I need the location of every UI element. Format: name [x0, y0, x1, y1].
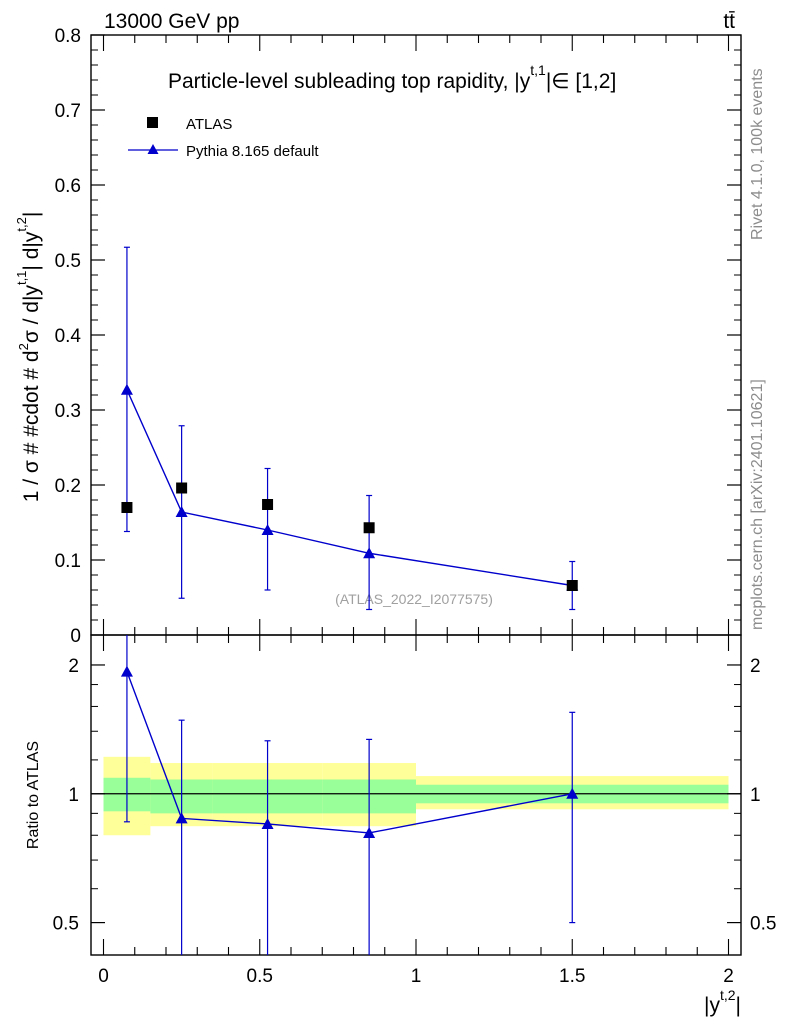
ratio-mc-marker: [175, 812, 188, 824]
main-mc-marker: [363, 547, 376, 559]
ratio-ytick-labels: 0.5 0.5 1 1 2 2: [53, 656, 777, 935]
main-ylabel: 1 / σ # #cdot # d2σ / d|yt,1| d|yt,2|: [14, 212, 43, 503]
main-ylabel-p2: σ / d|y: [20, 285, 43, 344]
main-ytick-label: 0.5: [55, 251, 81, 272]
legend-mc-label: Pythia 8.165 default: [186, 143, 319, 160]
ratio-ytick-label-right: 2: [750, 656, 761, 677]
main-ylabel-p1: 2: [16, 343, 31, 350]
main-title-text: Particle-level subleading top rapidity, …: [168, 70, 531, 93]
main-ticks: [91, 34, 741, 635]
main-y0-label: 0: [70, 626, 81, 647]
legend-data-marker: [147, 117, 158, 128]
energy-label: 13000 GeV pp: [104, 10, 239, 33]
main-mc-series: [120, 246, 579, 611]
ratio-ticks: [91, 635, 741, 955]
ratio-mc-marker: [566, 787, 579, 799]
ratio-xtick-label: 0: [98, 966, 109, 987]
main-data-marker: [121, 502, 133, 513]
main-ylabel-p3: t,1: [14, 271, 29, 285]
main-ylabel-p0: 1 / σ # #cdot # d: [20, 350, 43, 502]
mcplots-label: mcplots.cern.ch [arXiv:2401.10621]: [749, 379, 766, 630]
legend-data-label: ATLAS: [186, 116, 232, 133]
main-mc-marker: [175, 506, 188, 517]
main-title-tail: |∈ [1,2]: [546, 70, 616, 93]
main-title: Particle-level subleading top rapidity, …: [168, 62, 616, 93]
ratio-xtick-label: 2: [723, 966, 734, 987]
process-label: tt̄: [723, 10, 735, 33]
analysis-watermark: (ATLAS_2022_I2077575): [335, 591, 493, 607]
ratio-mc-marker: [120, 665, 133, 677]
x-axis-label-text: |y: [704, 994, 720, 1017]
main-ylabel-p4: | d|y: [20, 231, 43, 270]
main-mc-marker: [261, 524, 274, 535]
ratio-panel: 0.5 0.5 1 1 2 2 0 0.5 1 1.5 2 Ratio to ATLAS |yt,…: [25, 634, 777, 1017]
ratio-ytick-label-left: 0.5: [53, 914, 79, 935]
rivet-label: Rivet 4.1.0, 100k events: [749, 68, 766, 240]
x-axis-label: |yt,2|: [704, 987, 741, 1017]
ratio-mc-series: [120, 635, 579, 955]
main-ylabel-p5: t,2: [14, 217, 29, 231]
main-ytick-label: 0.1: [55, 551, 81, 572]
ratio-ytick-label-left: 1: [68, 785, 79, 806]
ratio-mc-marker: [261, 817, 274, 829]
main-data-marker: [363, 522, 375, 534]
main-data-marker: [176, 482, 188, 494]
main-data-series: [121, 482, 578, 591]
legend-mc-marker: [147, 144, 159, 154]
ratio-xtick-label: 1: [411, 966, 422, 987]
ratio-xtick-labels: 0 0.5 1 1.5 2: [98, 966, 734, 987]
main-ytick-label: 0.2: [55, 476, 81, 497]
main-ytick-label: 0.4: [55, 326, 82, 347]
x-axis-label-sup: t,2: [720, 987, 736, 1003]
main-ytick-label: 0.3: [55, 401, 81, 422]
main-ytick-label: 0.7: [55, 101, 81, 122]
ratio-mc-marker: [363, 826, 376, 838]
ratio-xtick-label: 0.5: [247, 966, 273, 987]
x-axis-label-tail: |: [736, 994, 741, 1017]
ratio-ytick-label-right: 0.5: [750, 914, 776, 935]
main-ytick-label: 0.8: [55, 26, 81, 47]
main-ylabel-p6: |: [20, 212, 43, 217]
ratio-ytick-label-left: 2: [68, 656, 79, 677]
main-panel: 0.1 0.2 0.3 0.4 0.5 0.6 0.7 0.8 0 Particle-leve…: [14, 26, 742, 647]
main-mc-marker: [120, 383, 133, 395]
main-ytick-labels: 0.1 0.2 0.3 0.4 0.5 0.6 0.7 0.8: [55, 26, 82, 572]
main-ytick-label: 0.6: [55, 176, 81, 197]
ratio-ytick-label-right: 1: [750, 785, 761, 806]
main-data-marker: [566, 580, 578, 591]
main-mc-line: [126, 389, 573, 587]
ratio-ylabel: Ratio to ATLAS: [25, 741, 42, 849]
main-title-sup: t,1: [530, 62, 546, 78]
legend: ATLAS Pythia 8.165 default: [128, 116, 319, 160]
main-data-marker: [262, 499, 274, 510]
ratio-xtick-label: 1.5: [559, 966, 585, 987]
